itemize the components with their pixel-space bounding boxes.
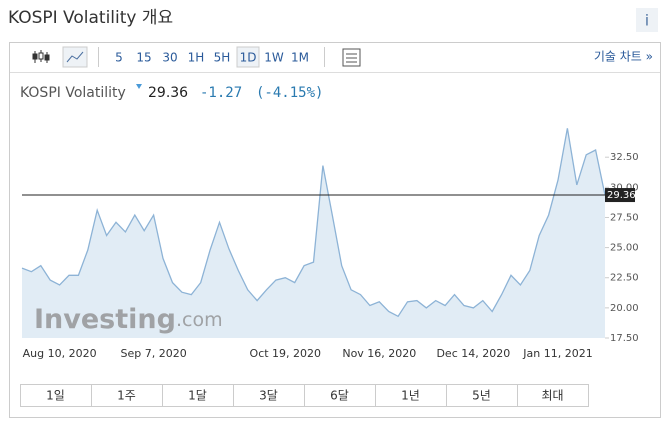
chart-frame: [9, 42, 661, 418]
range-label[interactable]: 5년: [472, 389, 491, 403]
y-tick-label: 20.00: [610, 303, 639, 314]
quote-change-pct: (-4.15%): [256, 85, 323, 101]
x-tick-label: Sep 7, 2020: [121, 347, 187, 360]
range-label[interactable]: 최대: [541, 389, 563, 403]
interval-button[interactable]: 15: [136, 51, 151, 65]
info-icon[interactable]: i: [645, 12, 649, 30]
area-fill: [22, 128, 605, 338]
x-tick-label: Oct 19, 2020: [250, 347, 322, 360]
interval-button[interactable]: 1H: [188, 51, 205, 65]
watermark-brand: Investing: [34, 304, 176, 335]
range-label[interactable]: 1년: [401, 389, 420, 403]
watermark-domain: .com: [176, 309, 223, 331]
range-label[interactable]: 1일: [46, 389, 65, 403]
area-icon[interactable]: [62, 46, 88, 68]
advanced-chart-link[interactable]: 기술 차트 »: [594, 50, 653, 64]
quote-price: 29.36: [148, 85, 188, 101]
x-tick-label: Aug 10, 2020: [23, 347, 97, 360]
last-price-label: 29.36: [607, 190, 636, 201]
interval-active[interactable]: [236, 46, 260, 68]
x-tick-label: Jan 11, 2021: [522, 347, 592, 360]
y-tick-label: 22.50: [610, 273, 639, 284]
area-icon-line: [66, 51, 84, 63]
plot: 17.50 20.00 22.50 25.00 27.50 30.00 32.50 Aug 1…: [21, 112, 639, 360]
candle-icon[interactable]: [32, 50, 50, 63]
interval-button[interactable]: 30: [162, 51, 177, 65]
y-tick-label: 25.00: [610, 243, 639, 254]
quote-name: KOSPI Volatility: [20, 85, 126, 101]
range-label[interactable]: 6달: [330, 389, 349, 403]
range-label[interactable]: 3달: [259, 389, 278, 403]
interval-button[interactable]: 1D: [240, 51, 257, 65]
interval-button[interactable]: 5H: [214, 51, 231, 65]
page-title: KOSPI Volatility 개요: [8, 8, 173, 28]
y-tick-label: 17.50: [610, 333, 639, 344]
change-arrow: [136, 84, 142, 89]
line: [21, 128, 606, 318]
last-price-box: [605, 188, 635, 203]
x-tick-label: Nov 16, 2020: [342, 347, 416, 360]
info-button[interactable]: [636, 8, 658, 32]
y-tick-label: 27.50: [610, 212, 639, 223]
interval-button[interactable]: 1M: [291, 51, 309, 65]
interval-button[interactable]: 1W: [264, 51, 284, 65]
y-tick-label: 32.50: [610, 152, 639, 163]
y-tick-label: 30.00: [610, 182, 639, 193]
x-tick-label: Dec 14, 2020: [436, 347, 510, 360]
quote-change: -1.27: [200, 85, 242, 101]
range-button[interactable]: [517, 384, 589, 407]
range-label[interactable]: 1달: [188, 389, 207, 403]
interval-button[interactable]: 5: [115, 51, 123, 65]
range-label[interactable]: 1주: [117, 389, 136, 403]
range-buttons: 1일 1주 1달 3달 6달 1년 5년 최대: [20, 384, 589, 407]
watermark: Investing.com: [34, 304, 223, 335]
